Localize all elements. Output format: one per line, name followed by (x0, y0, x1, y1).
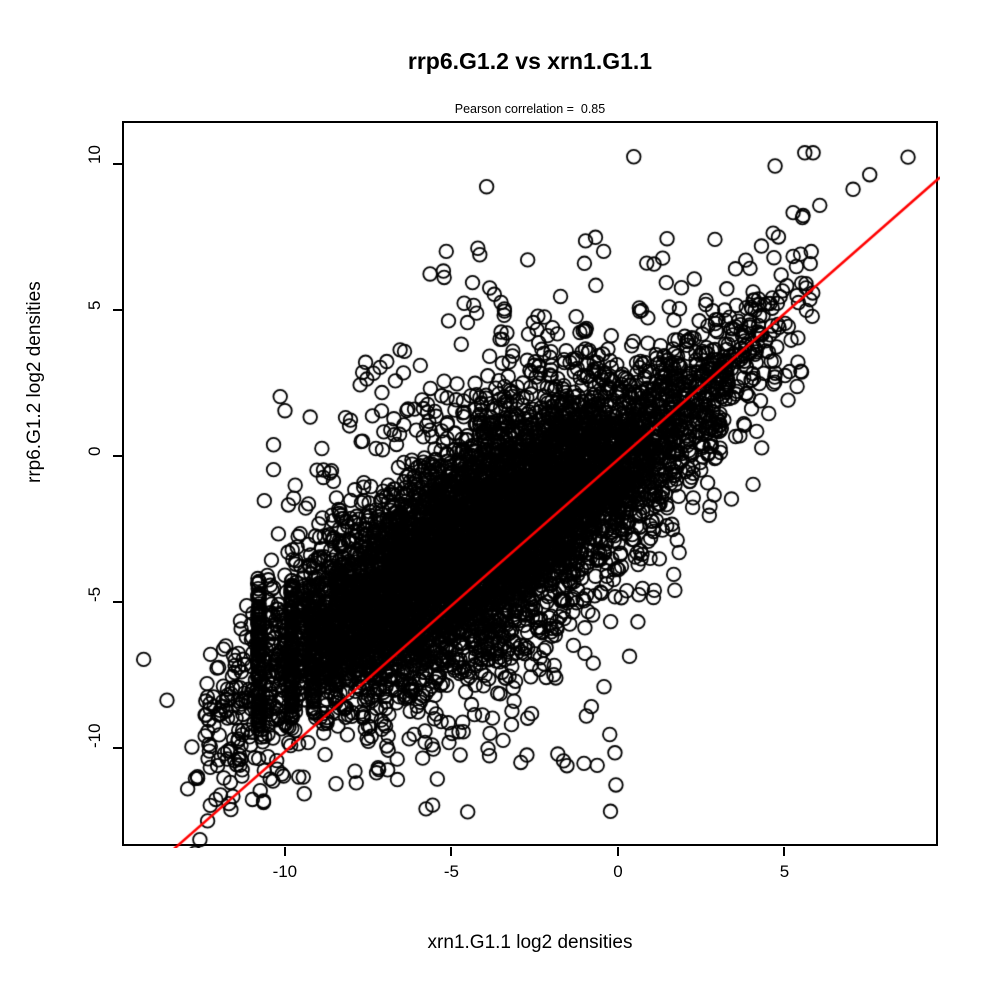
x-tick-mark (616, 847, 619, 856)
y-tick-mark (113, 600, 122, 603)
x-axis-title: xrn1.G1.1 log2 densities (427, 932, 633, 953)
x-tick-label: -5 (443, 862, 459, 881)
plot-area (122, 121, 940, 848)
chart-subtitle: Pearson correlation = 0.85 (454, 102, 606, 116)
x-tick-label: 5 (779, 862, 790, 881)
x-tick-label: -10 (272, 862, 298, 881)
chart-title: rrp6.G1.2 vs xrn1.G1.1 (407, 48, 653, 74)
scatter-points-canvas (124, 123, 940, 848)
x-tick-mark (783, 847, 786, 856)
x-tick-mark (283, 847, 286, 856)
x-tick-mark (450, 847, 453, 856)
y-tick-mark (113, 746, 122, 749)
y-tick-mark (113, 162, 122, 165)
y-tick-mark (113, 308, 122, 311)
x-tick-label: 0 (613, 862, 623, 881)
y-tick-mark (113, 454, 122, 457)
